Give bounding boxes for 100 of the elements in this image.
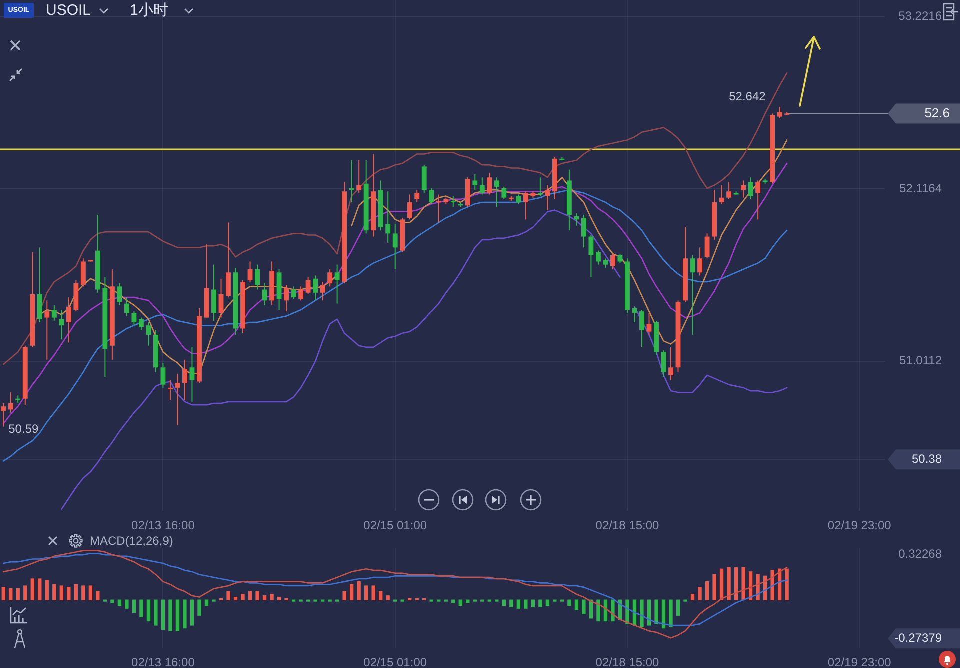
bar <box>705 581 710 600</box>
candlestick <box>516 194 522 205</box>
candlestick <box>132 311 137 326</box>
candlestick <box>146 322 152 346</box>
bar <box>96 591 100 600</box>
bar <box>176 600 180 632</box>
candlestick <box>538 177 543 197</box>
candlestick <box>212 264 216 322</box>
candlestick <box>255 264 260 290</box>
candlestick <box>80 258 86 288</box>
candlestick <box>356 160 362 194</box>
candlestick <box>588 234 594 278</box>
bar <box>538 600 542 608</box>
candlestick <box>741 180 746 198</box>
bar <box>350 584 354 600</box>
chart-title: USOIL <box>46 2 92 19</box>
bar <box>720 568 724 600</box>
bar <box>640 600 644 628</box>
candlestick <box>8 392 14 414</box>
bar <box>742 567 746 600</box>
bar <box>140 600 144 618</box>
bar <box>234 596 238 600</box>
bar <box>204 600 209 606</box>
candlestick <box>138 317 144 331</box>
candlestick <box>596 250 601 266</box>
candlestick <box>429 188 434 205</box>
candlestick <box>436 194 442 224</box>
bar <box>2 587 6 600</box>
bar <box>785 568 789 600</box>
candlestick <box>248 261 253 282</box>
x-tick-label: 02/19 23:00 <box>828 656 892 668</box>
candlestick <box>160 362 166 388</box>
bar <box>452 600 456 604</box>
bar <box>727 567 731 600</box>
candlestick <box>168 380 173 401</box>
bar <box>52 584 56 600</box>
bar <box>16 588 20 600</box>
candlestick <box>603 258 608 268</box>
candlestick <box>494 177 500 208</box>
candlestick <box>190 346 195 402</box>
candlestick <box>690 255 696 336</box>
bar <box>154 600 158 626</box>
bar <box>256 591 260 600</box>
candlestick <box>726 182 732 200</box>
bar <box>654 600 658 624</box>
bar <box>611 600 615 622</box>
candlestick <box>334 264 340 304</box>
bar <box>248 591 252 600</box>
candlestick <box>1 403 6 428</box>
bar <box>270 594 274 600</box>
bar <box>690 594 695 600</box>
bar <box>574 600 579 610</box>
bar <box>190 600 194 626</box>
candlestick <box>313 275 318 302</box>
candlestick <box>59 310 64 340</box>
bar <box>82 586 86 600</box>
x-tick-label: 02/15 01:00 <box>364 656 428 668</box>
bar <box>277 596 282 600</box>
y-tick-label: 50.38 <box>912 452 942 466</box>
bar <box>198 600 202 616</box>
x-tick-label: 02/13 16:00 <box>132 656 196 668</box>
bar <box>734 567 738 600</box>
candlestick <box>328 269 333 288</box>
candlestick <box>574 212 580 226</box>
candlestick <box>487 172 492 196</box>
bar <box>770 570 774 600</box>
bar <box>9 588 13 600</box>
candlestick <box>226 222 231 298</box>
chart-title: MACD(12,26,9) <box>90 534 174 548</box>
bar <box>118 600 122 606</box>
candlestick <box>610 253 616 270</box>
bar <box>669 600 673 628</box>
bar <box>241 594 245 600</box>
x-tick-label: 02/18 15:00 <box>596 656 660 668</box>
candlestick <box>581 214 586 248</box>
bar <box>524 600 528 609</box>
y-tick-label: 0.32268 <box>898 546 942 561</box>
candlestick <box>748 177 754 200</box>
candlestick <box>414 190 420 204</box>
candlestick <box>704 233 710 260</box>
bar <box>146 600 151 622</box>
x-tick-label: 02/18 15:00 <box>596 518 660 533</box>
bar <box>88 586 93 600</box>
bar <box>466 600 470 604</box>
bar <box>74 584 78 600</box>
chart-subtitle: 1小时 <box>130 2 168 20</box>
bar <box>596 600 600 622</box>
candlestick <box>450 196 456 208</box>
candlestick <box>218 278 224 318</box>
bar <box>582 600 586 615</box>
candlestick <box>668 346 674 381</box>
bar <box>546 600 550 606</box>
x-tick-label: 02/13 16:00 <box>132 518 196 533</box>
y-tick-label: 53.2216 <box>898 9 942 24</box>
candlestick <box>52 304 57 322</box>
ref-line-label: 52.6 <box>924 105 950 120</box>
bar <box>386 596 390 600</box>
bar <box>372 586 376 600</box>
bar <box>161 600 166 630</box>
candlestick <box>756 180 761 220</box>
